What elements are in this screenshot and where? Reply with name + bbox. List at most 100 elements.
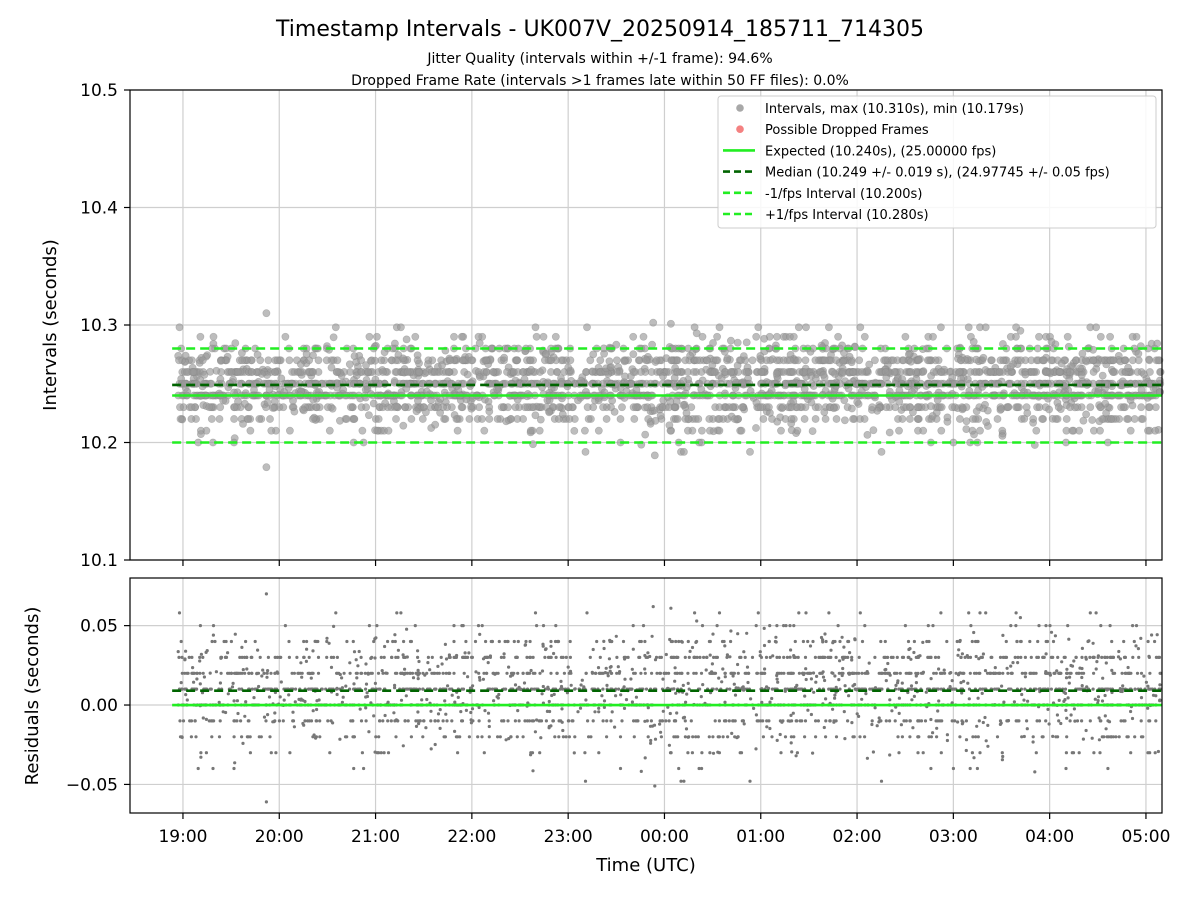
residual-point [1095,660,1099,664]
residual-point [202,675,206,679]
residual-point [528,671,532,675]
residual-point [981,652,986,656]
residual-point [503,639,507,644]
residual-point [266,669,270,673]
residual-point [538,671,542,675]
residual-point [924,690,928,694]
interval-point [271,368,279,376]
residual-point [1092,671,1096,675]
interval-point [898,415,907,423]
residual-point [865,756,870,760]
interval-point [1006,362,1015,371]
interval-point [536,415,545,424]
interval-point [856,323,865,332]
residual-point [316,671,321,675]
residual-point [386,719,390,723]
residual-point [481,657,486,661]
residual-point [266,713,270,717]
residual-point [248,751,252,755]
residual-point [1131,655,1135,660]
residual-point [583,779,588,783]
residual-point [935,735,939,739]
residual-point [776,680,780,684]
residual-point [871,750,876,754]
residual-point [1064,708,1068,713]
interval-point [1047,337,1056,346]
residual-point [759,719,763,723]
residual-point [1053,634,1057,638]
residual-point [864,692,868,696]
residual-point [548,709,552,714]
residual-point [547,699,551,704]
residual-point [549,671,553,675]
residual-point [809,712,814,717]
residual-point [1146,706,1150,710]
interval-point [267,426,276,435]
residual-point [916,751,920,755]
residual-point [811,751,815,755]
residual-point [334,611,338,615]
interval-point [821,415,830,423]
residual-point [303,699,307,704]
residual-point [406,687,410,691]
residual-point [789,648,793,652]
residual-point [1064,766,1068,771]
interval-point [364,411,373,420]
interval-point [820,408,829,416]
residual-point [814,719,818,723]
legend-label: -1/fps Interval (10.200s) [765,187,922,202]
residual-point [204,717,208,722]
interval-point [230,403,239,412]
residual-point [1100,735,1104,739]
interval-point [969,415,977,423]
residual-point [303,719,307,723]
residual-point [483,709,487,713]
interval-point [895,426,903,435]
residual-point [910,687,914,691]
interval-point [681,415,690,423]
residual-point [770,696,774,701]
residual-point [701,683,705,687]
residual-point [723,644,727,648]
interval-point [526,426,535,435]
interval-point [335,416,344,425]
interval-point [937,403,946,412]
residual-point [316,639,320,644]
legend-entry: Possible Dropped Frames [736,123,929,138]
residual-point [842,645,846,649]
residual-point [610,710,614,714]
interval-point [667,356,676,365]
residual-point [474,670,478,674]
residual-point [812,690,816,694]
residual-point [935,726,939,730]
residual-point [745,665,750,669]
residual-point [462,671,466,675]
residual-point [978,751,982,755]
interval-point [450,332,458,341]
residual-point [195,677,199,681]
interval-point [868,403,877,412]
interval-point [444,368,453,376]
residual-point [916,655,921,660]
residual-point [632,735,636,739]
residual-point [883,639,887,644]
residual-point [661,709,665,713]
residual-point [390,655,394,660]
residual-point [317,698,321,702]
interval-point [765,403,773,412]
residual-point [352,766,356,771]
interval-point [853,398,862,406]
interval-point [1138,415,1147,423]
residual-point [179,681,183,685]
residual-point [495,695,499,699]
residual-point [277,719,281,723]
residual-point [923,719,928,723]
residual-point [401,744,405,748]
residual-point [1069,663,1073,668]
residual-point [700,751,704,755]
residual-point [998,655,1003,660]
residual-point [677,766,681,771]
interval-point [602,415,611,423]
interval-point [1035,332,1043,341]
residual-point [266,687,270,691]
